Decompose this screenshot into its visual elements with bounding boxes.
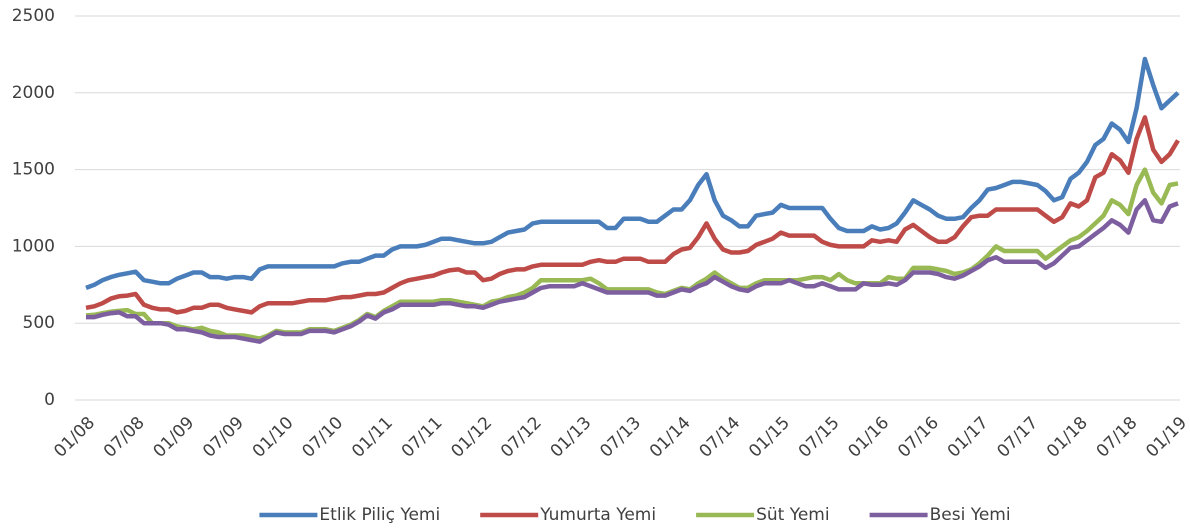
x-tick-label: 07/16 xyxy=(894,413,943,462)
y-tick-label: 1500 xyxy=(12,160,55,180)
x-tick-label: 01/12 xyxy=(447,413,496,462)
x-tick-label: 01/09 xyxy=(150,413,199,462)
legend-label: Yumurta Yemi xyxy=(539,505,656,525)
x-tick-label: 07/08 xyxy=(100,413,149,462)
series-line xyxy=(85,115,1180,315)
x-tick-label: 07/13 xyxy=(596,413,645,462)
y-tick-label: 2000 xyxy=(12,83,55,103)
x-tick-label: 01/10 xyxy=(249,413,298,462)
y-tick-label: 1000 xyxy=(12,236,55,256)
x-tick-label: 01/13 xyxy=(547,413,596,462)
x-tick-label: 01/17 xyxy=(944,413,993,462)
x-tick-label: 01/18 xyxy=(1043,413,1092,462)
x-tick-label: 01/11 xyxy=(348,413,397,462)
x-tick-label: 07/10 xyxy=(298,413,347,462)
x-tick-label: 07/17 xyxy=(993,413,1042,462)
y-tick-label: 0 xyxy=(44,390,55,410)
legend-label: Etlik Piliç Yemi xyxy=(319,505,440,525)
x-tick-label: 07/14 xyxy=(696,413,745,462)
x-tick-label: 07/18 xyxy=(1093,413,1142,462)
x-tick-label: 07/09 xyxy=(199,413,248,462)
series-line xyxy=(86,198,1179,344)
x-tick-label: 01/14 xyxy=(646,413,695,462)
x-tick-label: 01/08 xyxy=(50,413,99,462)
x-tick-label: 01/16 xyxy=(844,413,893,462)
y-tick-label: 500 xyxy=(23,313,55,333)
x-tick-label: 01/15 xyxy=(745,413,794,462)
x-tick-label: 07/11 xyxy=(398,413,447,462)
x-tick-label: 07/15 xyxy=(795,413,844,462)
legend: Etlik Piliç Yemi Yumurta Yemi Süt Yemi Besi… xyxy=(259,505,1011,525)
x-tick-label: 07/12 xyxy=(497,413,546,462)
legend-label: Besi Yemi xyxy=(930,505,1011,525)
legend-label: Süt Yemi xyxy=(756,505,830,525)
series-line xyxy=(85,56,1180,291)
x-tick-label: 01/19 xyxy=(1142,413,1190,462)
y-tick-label: 2500 xyxy=(12,6,55,26)
